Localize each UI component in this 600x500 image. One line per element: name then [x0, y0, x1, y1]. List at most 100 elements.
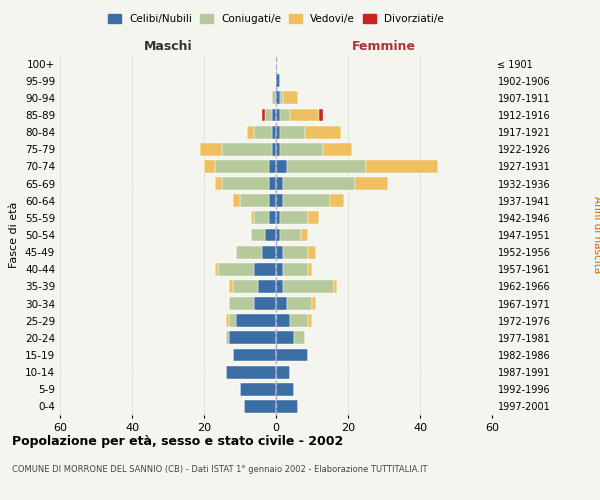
Text: Femmine: Femmine [352, 40, 416, 52]
Bar [276, 314, 290, 327]
Bar [355, 177, 388, 190]
Bar [269, 160, 276, 173]
Bar [276, 246, 283, 258]
Bar [305, 126, 341, 138]
Bar [229, 332, 276, 344]
Bar [276, 366, 290, 378]
Bar [265, 228, 276, 241]
Bar [276, 194, 283, 207]
Text: Anni di nascita: Anni di nascita [592, 196, 600, 274]
Bar [215, 263, 218, 276]
Bar [272, 143, 276, 156]
Bar [290, 314, 308, 327]
Bar [276, 280, 283, 293]
Bar [251, 228, 265, 241]
Bar [283, 194, 330, 207]
Bar [276, 108, 280, 122]
Bar [269, 194, 276, 207]
Bar [276, 177, 283, 190]
Bar [218, 263, 254, 276]
Bar [215, 160, 269, 173]
Bar [236, 246, 262, 258]
Bar [330, 194, 344, 207]
Bar [226, 366, 276, 378]
Bar [276, 228, 280, 241]
Bar [229, 280, 233, 293]
Bar [229, 297, 254, 310]
Y-axis label: Fasce di età: Fasce di età [10, 202, 19, 268]
Bar [276, 74, 280, 87]
Bar [283, 177, 355, 190]
Bar [280, 108, 290, 122]
Bar [283, 280, 334, 293]
Text: Maschi: Maschi [143, 40, 193, 52]
Text: Popolazione per età, sesso e stato civile - 2002: Popolazione per età, sesso e stato civil… [12, 435, 343, 448]
Bar [308, 314, 312, 327]
Bar [226, 314, 229, 327]
Bar [276, 348, 308, 362]
Bar [215, 177, 222, 190]
Bar [276, 332, 294, 344]
Bar [233, 194, 240, 207]
Bar [280, 126, 305, 138]
Bar [308, 263, 312, 276]
Bar [276, 297, 287, 310]
Bar [236, 314, 276, 327]
Bar [334, 280, 337, 293]
Bar [276, 143, 280, 156]
Bar [265, 108, 272, 122]
Bar [280, 212, 308, 224]
Bar [247, 126, 254, 138]
Bar [308, 246, 316, 258]
Bar [276, 263, 283, 276]
Bar [287, 297, 312, 310]
Bar [272, 108, 276, 122]
Bar [276, 400, 298, 413]
Bar [276, 212, 280, 224]
Bar [366, 160, 438, 173]
Bar [233, 348, 276, 362]
Bar [323, 143, 352, 156]
Bar [280, 92, 283, 104]
Bar [262, 246, 276, 258]
Bar [240, 383, 276, 396]
Bar [272, 126, 276, 138]
Bar [290, 108, 319, 122]
Bar [312, 297, 316, 310]
Bar [283, 263, 308, 276]
Bar [269, 212, 276, 224]
Bar [280, 143, 323, 156]
Bar [283, 246, 308, 258]
Bar [254, 126, 272, 138]
Bar [222, 177, 269, 190]
Bar [222, 143, 272, 156]
Bar [272, 92, 276, 104]
Bar [283, 92, 298, 104]
Bar [276, 126, 280, 138]
Bar [200, 143, 222, 156]
Bar [269, 177, 276, 190]
Bar [254, 263, 276, 276]
Bar [276, 383, 294, 396]
Bar [204, 160, 215, 173]
Bar [254, 212, 269, 224]
Bar [233, 280, 258, 293]
Bar [229, 314, 236, 327]
Bar [226, 332, 229, 344]
Bar [254, 297, 276, 310]
Text: COMUNE DI MORRONE DEL SANNIO (CB) - Dati ISTAT 1° gennaio 2002 - Elaborazione TU: COMUNE DI MORRONE DEL SANNIO (CB) - Dati… [12, 465, 427, 474]
Bar [319, 108, 323, 122]
Bar [294, 332, 305, 344]
Bar [251, 212, 254, 224]
Bar [276, 92, 280, 104]
Bar [280, 228, 301, 241]
Bar [287, 160, 366, 173]
Legend: Celibi/Nubili, Coniugati/e, Vedovi/e, Divorziati/e: Celibi/Nubili, Coniugati/e, Vedovi/e, Di… [104, 10, 448, 29]
Bar [258, 280, 276, 293]
Bar [262, 108, 265, 122]
Bar [240, 194, 269, 207]
Bar [301, 228, 308, 241]
Bar [244, 400, 276, 413]
Bar [308, 212, 319, 224]
Bar [276, 160, 287, 173]
